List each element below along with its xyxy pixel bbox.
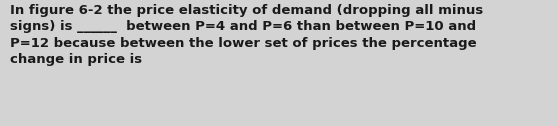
Text: In figure 6-2 the price elasticity of demand (dropping all minus
signs) is _____: In figure 6-2 the price elasticity of de… bbox=[10, 4, 483, 66]
